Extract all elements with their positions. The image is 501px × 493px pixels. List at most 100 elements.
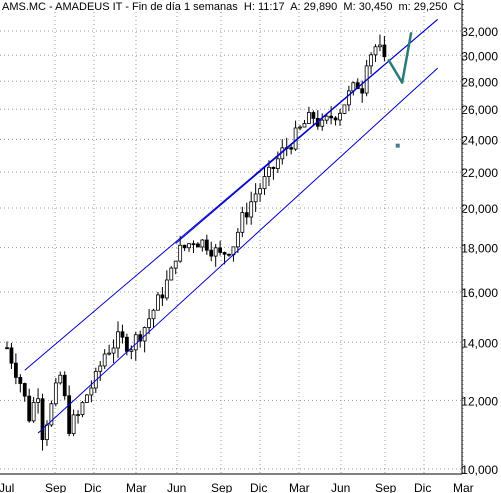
x-tick-label: Sep [375, 481, 397, 493]
candle-body [31, 402, 36, 422]
candle-body [27, 395, 32, 422]
candle-body [289, 147, 294, 150]
candle-body [129, 349, 134, 352]
candle-body [36, 398, 40, 403]
candle-body [329, 115, 334, 119]
x-tick-label: Mar [453, 481, 474, 493]
x-tick-label: Jul [0, 481, 14, 493]
candle-body [102, 353, 107, 367]
candle-body [267, 166, 271, 177]
x-tick-label: Mar [289, 481, 310, 493]
candle-body [275, 158, 280, 169]
candle-body [320, 119, 325, 127]
candle-body [173, 260, 178, 269]
x-tick-label: Dic [84, 481, 101, 493]
candle-body [235, 231, 240, 248]
candle-body [227, 253, 231, 256]
candle-body [49, 403, 54, 426]
y-tick-label: 32,000 [461, 25, 498, 39]
candle-body [346, 90, 351, 106]
x-tick-label: Dic [414, 481, 431, 493]
y-tick-label: 20,000 [461, 202, 498, 216]
title-period: Fin de día 1 semanas [131, 1, 238, 13]
candle-body [262, 176, 267, 190]
x-tick-label: Mar [126, 481, 147, 493]
candle-body [22, 383, 27, 397]
candle-body [116, 331, 120, 349]
candle-body [240, 212, 245, 233]
candle-body [271, 166, 276, 169]
candle-body [307, 112, 311, 124]
candle-body [45, 424, 49, 440]
candle-body [58, 374, 63, 384]
y-tick-label: 16,000 [461, 286, 498, 300]
y-tick-label: 14,000 [461, 336, 498, 350]
candle-body [147, 318, 151, 328]
y-tick-label: 12,000 [461, 394, 498, 408]
candle-body [62, 374, 67, 397]
candle-body [5, 347, 9, 350]
title-name: AMADEUS IT [55, 1, 123, 13]
candle-body [324, 115, 329, 121]
y-tick-label: 30,000 [461, 49, 498, 63]
candle-body [18, 377, 23, 384]
title-min: m: 29,250 [398, 1, 448, 13]
candle-body [67, 395, 72, 434]
x-tick-label: Sep [45, 481, 67, 493]
candle-body [382, 44, 387, 58]
candle-body [151, 309, 156, 320]
channel-line [175, 19, 439, 244]
candle-body [111, 347, 116, 354]
candle-body [333, 117, 338, 121]
candle-body [53, 382, 58, 405]
y-tick-label: 22,000 [461, 166, 498, 180]
candle-body [298, 126, 302, 129]
x-tick-label: Sep [211, 481, 233, 493]
x-tick-label: Jun [331, 481, 350, 493]
candle-body [107, 352, 112, 355]
candle-body [164, 279, 169, 299]
candle-body [9, 347, 14, 364]
title-open: A: 29,890 [290, 1, 338, 13]
candle-body [249, 201, 254, 218]
candle-body [160, 294, 165, 299]
candle-body [120, 331, 125, 338]
candle-body [191, 243, 196, 246]
title-symbol: AMS.MC [2, 1, 46, 13]
candle-body [85, 394, 89, 403]
candle-body [13, 362, 18, 378]
chart-title: AMS.MC - AMADEUS IT - Fin de día 1 seman… [2, 1, 465, 13]
candle-body [244, 212, 249, 218]
candle-body [369, 54, 373, 67]
candle-body [311, 112, 316, 119]
title-high: H: 11:17 [243, 1, 285, 13]
candle-body [200, 239, 205, 248]
channel-line [37, 67, 439, 434]
candle-body [360, 88, 365, 94]
candle-body [187, 243, 191, 249]
candle-body [80, 402, 85, 416]
candle-body [302, 123, 307, 128]
candle-body [76, 414, 80, 417]
candle-body [373, 46, 378, 56]
candle-body [378, 44, 382, 48]
candle-body [196, 243, 200, 248]
title-max: M: 30,450 [343, 1, 393, 13]
candle-body [218, 247, 223, 253]
candle-body [342, 104, 347, 114]
candle-body [338, 113, 342, 121]
candle-body [213, 247, 218, 257]
candle-body [169, 267, 174, 281]
candle-body [209, 249, 214, 257]
candle-body [204, 239, 209, 251]
x-tick-label: Jun [167, 481, 186, 493]
candle-body [253, 193, 258, 203]
candle-body [124, 336, 129, 352]
pen-stroke-annotation [387, 32, 413, 84]
candle-body [182, 244, 187, 249]
y-tick-label: 18,000 [461, 242, 498, 256]
candle-body [98, 365, 103, 372]
candle-body [258, 188, 262, 195]
